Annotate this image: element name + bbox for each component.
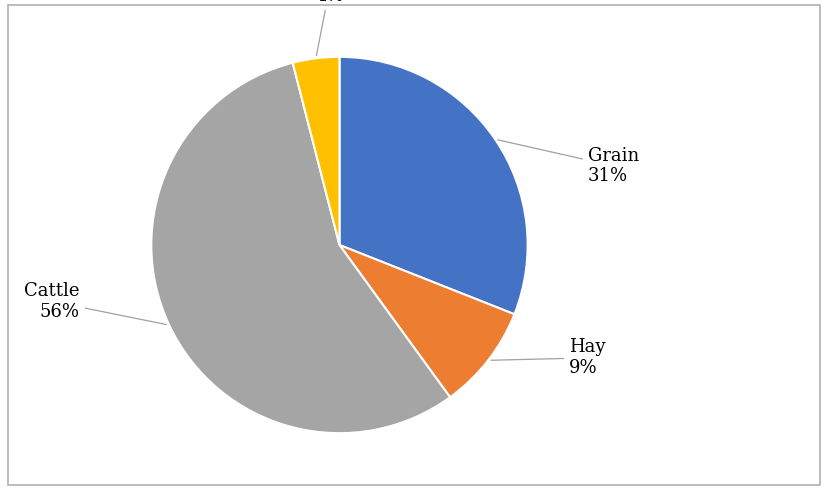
Wedge shape [339, 57, 527, 314]
Text: Cattle
56%: Cattle 56% [24, 282, 166, 324]
Wedge shape [151, 63, 450, 433]
Text: Hay
9%: Hay 9% [490, 339, 605, 377]
Wedge shape [292, 57, 339, 245]
Text: Grain
31%: Grain 31% [497, 140, 638, 185]
Wedge shape [339, 245, 514, 397]
Text: Other
4%: Other 4% [304, 0, 356, 55]
